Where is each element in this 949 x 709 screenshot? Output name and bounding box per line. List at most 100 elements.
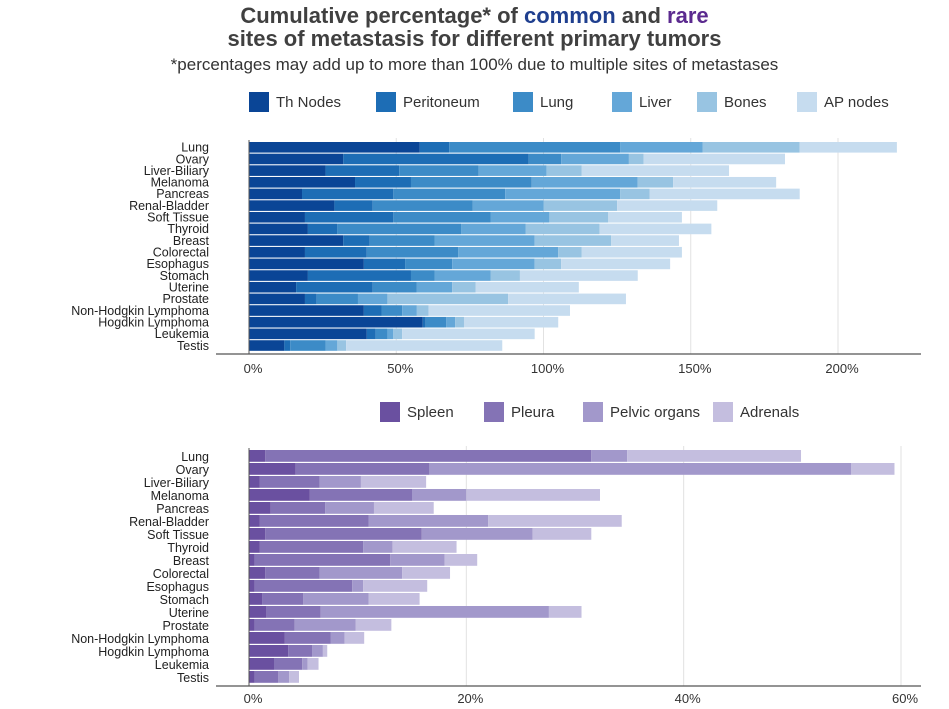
chart2-bar-stomach-pleura (262, 593, 304, 605)
chart2-legend-swatch-spleen (380, 402, 400, 422)
chart2-bar-uterine-pleura (266, 606, 321, 618)
chart1-bar-prostate-bones (387, 293, 509, 305)
chart1-category-label-melanoma: Melanoma (151, 176, 209, 190)
chart2-category-label-uterine: Uterine (169, 606, 209, 620)
chart2-bar-lung-adrenals (627, 450, 802, 462)
chart1-category-label-ovary: Ovary (176, 152, 210, 166)
chart1-tick-label-0: 0% (244, 361, 263, 376)
chart1-bar-melanoma-liver (531, 176, 638, 188)
chart1-category-label-liver-biliary: Liver-Biliary (144, 164, 210, 178)
chart1-bar-prostate-ap-nodes (508, 293, 626, 305)
chart-subtitle: *percentages may add up to more than 100… (170, 55, 779, 74)
chart1-bar-colorectal-ap-nodes (581, 246, 682, 258)
chart-title-line1: Cumulative percentage* of common and rar… (0, 4, 949, 28)
chart1-tick-label-150: 150% (678, 361, 712, 376)
chart1-bar-ovary-ap-nodes (643, 153, 785, 165)
chart2-bar-esophagus-pelvic-organs (352, 580, 364, 592)
chart2-bar-thyroid-adrenals (392, 541, 457, 553)
chart2-bar-esophagus-pleura (254, 580, 353, 592)
chart1-bar-stomach-peritoneum (307, 270, 411, 281)
chart2-category-label-esophagus: Esophagus (146, 580, 209, 594)
chart2-category-label-prostate: Prostate (162, 619, 209, 633)
chart2-bar-pancreas-adrenals (373, 502, 434, 514)
chart2-bar-melanoma-spleen (249, 489, 310, 501)
chart1-bar-liver-biliary-peritoneum (325, 165, 400, 176)
chart2-bar-non-hodgkin-lymphoma-pelvic-organs (330, 632, 345, 644)
chart1-bar-uterine-lung (372, 281, 417, 293)
chart2-bar-non-hodgkin-lymphoma-adrenals (344, 632, 365, 644)
chart1-bar-lung-th-nodes (249, 142, 420, 153)
chart2-bar-stomach-adrenals (368, 593, 420, 605)
chart2-legend-label-spleen: Spleen (407, 404, 454, 421)
chart2-bar-hogdkin-lymphoma-pelvic-organs (312, 645, 323, 657)
title-rare-word: rare (667, 3, 709, 28)
chart1-legend-label-liver: Liver (639, 94, 672, 111)
chart2-bar-testis-pelvic-organs (278, 671, 290, 683)
chart2-bar-leukemia-adrenals (307, 658, 319, 670)
chart2-bar-hogdkin-lymphoma-pleura (288, 645, 313, 657)
chart2-bar-melanoma-pelvic-organs (412, 489, 467, 501)
chart2-bar-prostate-spleen (249, 619, 255, 631)
chart2-category-label-colorectal: Colorectal (153, 567, 209, 581)
chart2-bar-non-hodgkin-lymphoma-spleen (249, 632, 285, 644)
chart1-bar-esophagus-lung (405, 258, 453, 270)
chart1-legend-swatch-ap-nodes (797, 92, 817, 112)
chart2-bar-ovary-pelvic-organs (429, 463, 852, 475)
chart2-bar-pancreas-pelvic-organs (325, 502, 374, 514)
chart1-category-label-uterine: Uterine (169, 281, 209, 295)
chart1-bar-esophagus-bones (534, 258, 562, 270)
chart1-bar-non-hodgkin-lymphoma-liver (402, 305, 417, 316)
chart2-category-label-liver-biliary: Liver-Biliary (144, 476, 210, 490)
chart1-bar-soft-tissue-liver (490, 211, 550, 223)
chart2-bar-soft-tissue-adrenals (532, 528, 592, 540)
chart1-bar-testis-bones (337, 340, 347, 351)
chart2-bar-colorectal-adrenals (402, 567, 451, 579)
chart2-bar-pancreas-spleen (249, 502, 271, 514)
chart2-category-label-lung: Lung (181, 450, 209, 464)
chart1-bar-uterine-th-nodes (249, 281, 297, 293)
chart2-bar-esophagus-spleen (249, 580, 255, 592)
chart2-bar-thyroid-pelvic-organs (363, 541, 393, 553)
chart2-bar-uterine-pelvic-organs (320, 606, 549, 618)
chart2-bar-prostate-adrenals (355, 619, 392, 631)
chart2-bar-prostate-pelvic-organs (294, 619, 356, 631)
chart1-bar-lung-bones (702, 142, 800, 153)
chart1-bar-stomach-bones (490, 270, 520, 281)
chart1-bar-breast-lung (369, 235, 435, 246)
chart2-tick-label-40: 40% (675, 691, 701, 706)
chart1-bar-leukemia-peritoneum (366, 328, 376, 340)
chart2-bar-testis-pleura (254, 671, 279, 683)
title-common-word: common (524, 3, 616, 28)
chart1-bar-melanoma-th-nodes (249, 176, 356, 188)
chart1-bar-melanoma-bones (637, 176, 674, 188)
chart1-bar-renal-bladder-bones (543, 200, 618, 211)
chart2-tick-label-0: 0% (244, 691, 263, 706)
chart1-bar-colorectal-lung (366, 246, 459, 258)
chart2-category-label-pancreas: Pancreas (156, 502, 209, 516)
chart2-legend-swatch-pleura (484, 402, 504, 422)
chart1-bar-colorectal-liver (458, 246, 559, 258)
chart2-bar-liver-biliary-pleura (259, 476, 320, 488)
chart1-bar-ovary-peritoneum (343, 153, 529, 165)
chart1-bar-esophagus-ap-nodes (561, 258, 671, 270)
chart1-bar-liver-biliary-th-nodes (249, 165, 326, 176)
chart1-bar-soft-tissue-bones (549, 211, 609, 223)
chart1-legend-label-th-nodes: Th Nodes (276, 94, 341, 111)
chart2-bar-colorectal-spleen (249, 567, 266, 579)
chart2-bar-breast-adrenals (444, 554, 478, 566)
chart1-bar-liver-biliary-lung (399, 165, 479, 176)
chart2-category-label-soft-tissue: Soft Tissue (147, 528, 209, 542)
chart2-bar-breast-pleura (254, 554, 391, 566)
chart2-legend-swatch-pelvic-organs (583, 402, 603, 422)
chart2-bar-colorectal-pelvic-organs (319, 567, 403, 579)
chart1-bar-renal-bladder-peritoneum (334, 200, 373, 211)
title-part1: Cumulative percentage* of (240, 3, 524, 28)
chart2-bar-prostate-pleura (254, 619, 295, 631)
chart2-legend-label-pelvic-organs: Pelvic organs (610, 404, 700, 421)
chart1-bar-colorectal-bones (558, 246, 582, 258)
chart2-bar-hogdkin-lymphoma-adrenals (322, 645, 328, 657)
chart2-bar-renal-bladder-adrenals (488, 515, 622, 527)
chart2-bar-colorectal-pleura (265, 567, 320, 579)
chart1-bar-stomach-ap-nodes (519, 270, 638, 281)
